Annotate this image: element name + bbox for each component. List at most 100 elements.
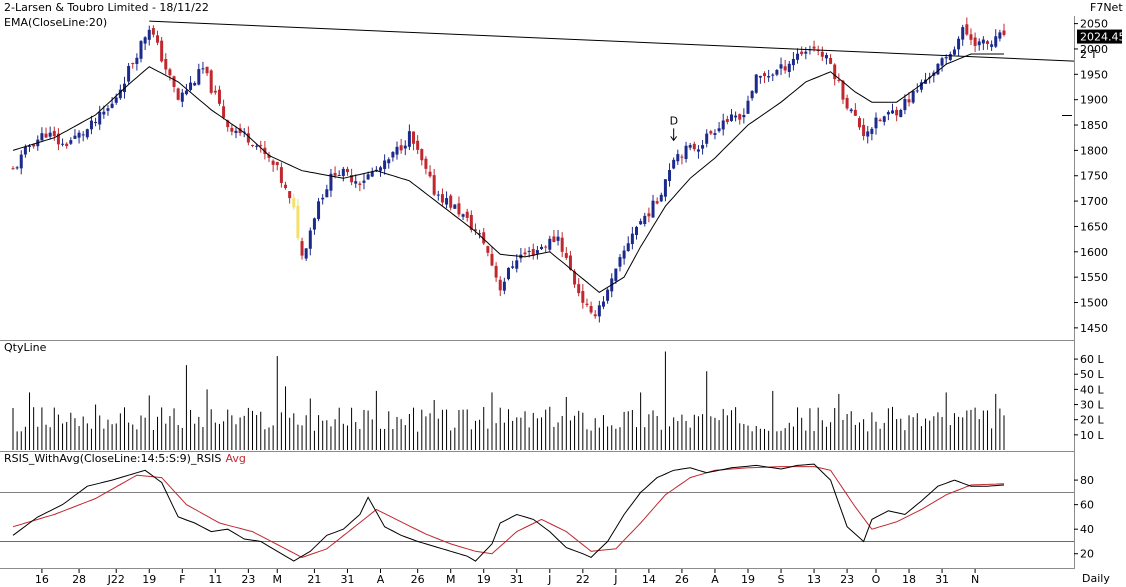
trendline — [149, 20, 1075, 62]
date-tick-label: 31 — [935, 573, 949, 586]
candle-body — [127, 65, 131, 82]
candle-body — [114, 97, 118, 103]
volume-tick-label: 60 L — [1080, 353, 1104, 366]
candle-body — [449, 195, 453, 208]
candle-body — [891, 110, 895, 114]
candle-body — [713, 133, 717, 135]
candle-body — [544, 246, 548, 248]
candle-body — [734, 115, 738, 118]
candle-body — [552, 236, 556, 242]
candle-body — [296, 205, 300, 239]
candle-body — [250, 144, 254, 146]
candle-body — [407, 131, 411, 147]
down-arrow-icon — [670, 128, 678, 142]
candle-body — [478, 233, 482, 235]
candle-body — [350, 175, 354, 183]
candle-body — [168, 69, 172, 76]
candle-body — [651, 200, 655, 218]
candle-body — [527, 250, 531, 252]
volume-tick-label: 10 L — [1080, 429, 1104, 442]
price-tick-label: 1900 — [1080, 94, 1108, 107]
volume-axis: 60 L 50 L 40 L 30 L 20 L 10 L — [1074, 353, 1104, 442]
candlestick-series — [11, 17, 1006, 323]
candle-body — [589, 306, 593, 313]
candle-body — [581, 291, 585, 303]
candle-body — [432, 175, 436, 195]
date-tick-label: J22 — [107, 573, 125, 586]
candle-body — [944, 57, 948, 59]
candle-body — [957, 38, 961, 50]
candle-body — [362, 180, 366, 183]
date-tick-label: 11 — [208, 573, 222, 586]
date-tick-label: F — [179, 573, 185, 586]
price-tick-label: 1700 — [1080, 195, 1108, 208]
candle-body — [403, 145, 407, 149]
candle-body — [180, 92, 184, 102]
price-axis: 2050 2000 1950 1900 1850 1800 1750 1700 1650 1600… — [1074, 18, 1108, 335]
volume-tick-label: 30 L — [1080, 399, 1104, 412]
rsi-title: RSIS_WithAvg(CloseLine:14:5:S:9)_RSIS — [4, 452, 222, 465]
candle-body — [399, 145, 403, 151]
price-tick-label: 1500 — [1080, 297, 1108, 310]
candle-body — [919, 82, 923, 90]
candle-body — [378, 167, 382, 171]
candle-body — [151, 28, 155, 35]
candle-body — [540, 246, 544, 250]
candle-body — [48, 132, 52, 137]
candle-body — [69, 140, 73, 144]
candle-body — [725, 119, 729, 122]
date-tick-label: M — [446, 573, 456, 586]
price-tick-label: 1950 — [1080, 68, 1108, 81]
frequency-label: Daily — [1082, 572, 1110, 585]
date-tick-label: 19 — [142, 573, 156, 586]
date-tick-label: 22 — [576, 573, 590, 586]
candle-body — [981, 39, 985, 44]
candle-body — [853, 109, 857, 116]
candle-body — [560, 237, 564, 252]
candle-body — [568, 255, 572, 270]
candle-body — [684, 145, 688, 159]
rsi-panel-title: RSIS_WithAvg(CloseLine:14:5:S:9)_RSIS Avg — [4, 452, 246, 465]
candle-body — [461, 214, 465, 217]
candle-body — [820, 51, 824, 57]
candle-body — [585, 303, 589, 305]
candle-body — [965, 24, 969, 35]
candle-body — [895, 109, 899, 116]
candle-body — [222, 106, 226, 118]
date-tick-label: 31 — [340, 573, 354, 586]
candle-body — [61, 143, 65, 145]
candle-body — [663, 179, 667, 197]
candle-body — [172, 76, 176, 87]
candle-body — [874, 117, 878, 129]
date-tick-label: A — [377, 573, 385, 586]
candle-body — [680, 156, 684, 158]
candle-body — [618, 257, 622, 267]
date-tick-label: 23 — [241, 573, 255, 586]
rsi-tick-label: 20 — [1080, 548, 1094, 561]
candle-body — [915, 90, 919, 92]
date-tick-label: J — [613, 573, 617, 586]
candle-body — [973, 37, 977, 46]
candle-body — [308, 230, 312, 249]
candle-body — [15, 167, 19, 169]
price-tick-label: 1600 — [1080, 246, 1108, 259]
candle-body — [420, 149, 424, 161]
candle-body — [267, 154, 271, 158]
candle-body — [321, 197, 325, 200]
d-arrow-label: D — [670, 114, 678, 127]
candle-body — [139, 41, 143, 59]
candle-body — [329, 173, 333, 191]
candle-body — [535, 250, 539, 254]
date-tick-label: 28 — [72, 573, 86, 586]
date-tick-label: 31 — [510, 573, 524, 586]
candle-body — [511, 266, 515, 268]
candle-body — [473, 229, 477, 231]
candle-body — [738, 114, 742, 120]
candle-body — [870, 128, 874, 134]
candle-body — [676, 154, 680, 162]
candle-body — [796, 53, 800, 60]
candle-body — [164, 59, 168, 70]
rsi-tick-label: 40 — [1080, 523, 1094, 536]
candle-body — [577, 284, 581, 294]
candle-body — [147, 29, 151, 40]
